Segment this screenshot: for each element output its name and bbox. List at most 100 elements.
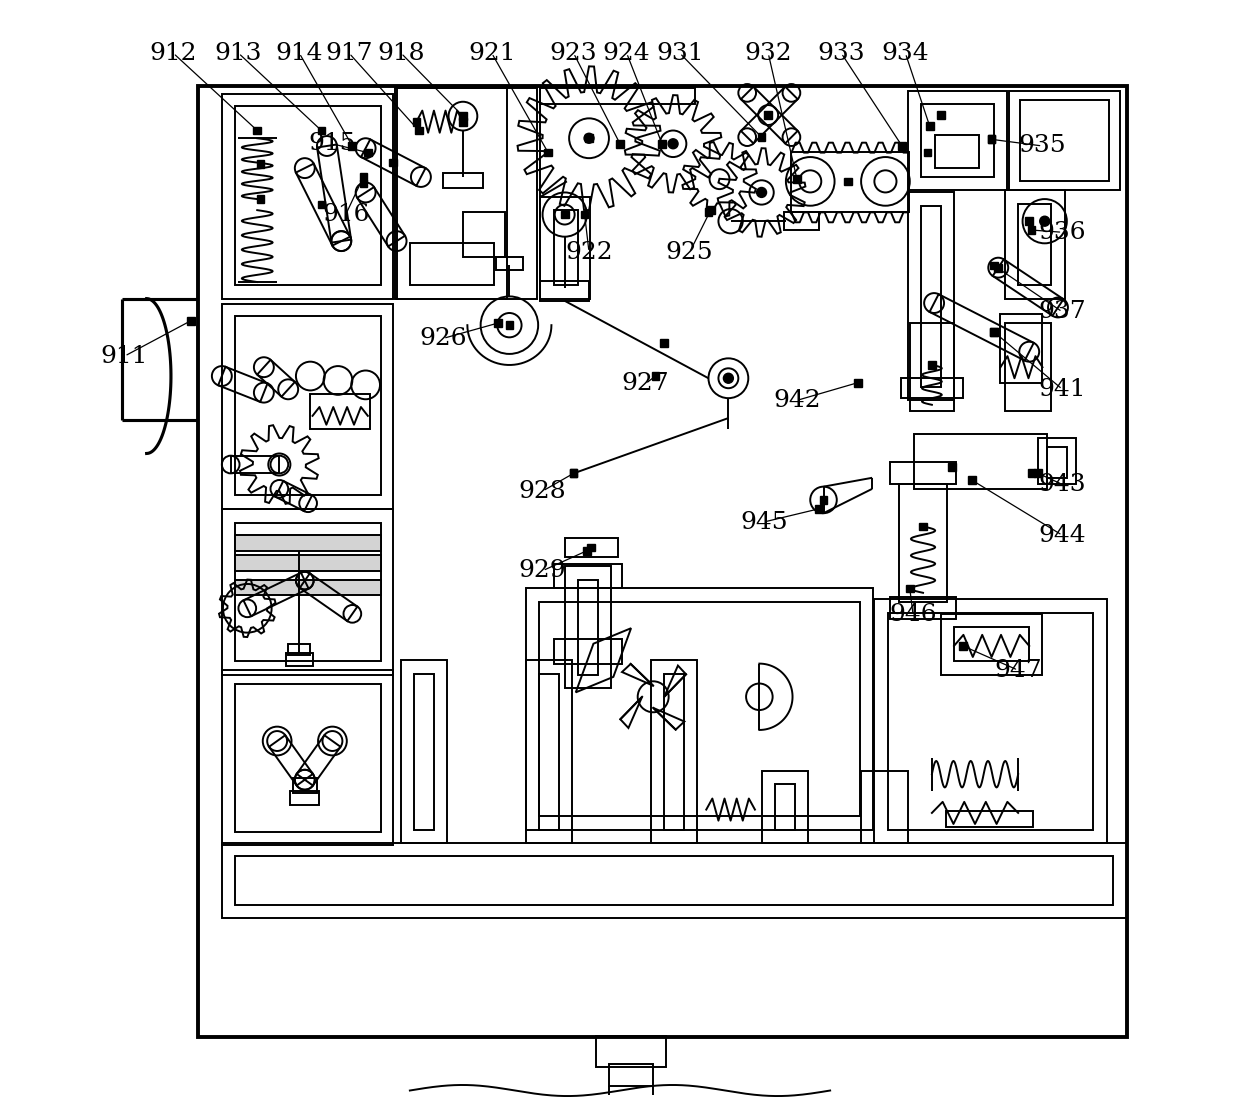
Bar — [906, 584, 914, 592]
Bar — [1047, 447, 1066, 478]
Bar — [815, 504, 823, 512]
Text: 931: 931 — [656, 42, 703, 64]
Bar — [459, 118, 466, 125]
Bar — [286, 653, 312, 666]
Bar — [1028, 470, 1035, 478]
Bar — [658, 140, 666, 147]
Bar — [257, 160, 264, 167]
Bar — [257, 196, 264, 204]
Bar — [794, 176, 801, 182]
Bar — [1018, 204, 1052, 285]
Text: 913: 913 — [215, 42, 262, 64]
Bar — [919, 522, 928, 530]
Bar — [661, 340, 668, 347]
Bar — [924, 148, 931, 156]
Bar — [908, 192, 954, 400]
Bar — [197, 86, 1127, 1037]
Bar — [764, 111, 773, 118]
Text: 911: 911 — [100, 345, 149, 367]
Bar — [1009, 91, 1120, 190]
Bar — [569, 470, 578, 478]
Bar — [539, 674, 559, 830]
Bar — [414, 674, 434, 830]
Bar — [665, 674, 684, 830]
Bar — [937, 111, 945, 118]
Text: 935: 935 — [1019, 135, 1066, 157]
Bar — [413, 118, 420, 125]
Text: 922: 922 — [565, 241, 613, 263]
Bar — [290, 791, 319, 805]
Text: 921: 921 — [467, 42, 516, 64]
Bar — [1001, 314, 1043, 383]
Text: 924: 924 — [603, 42, 651, 64]
Bar — [410, 243, 494, 285]
Bar — [539, 602, 861, 816]
Bar — [222, 509, 393, 675]
Bar — [560, 210, 569, 218]
Bar — [544, 148, 552, 156]
Text: 945: 945 — [740, 511, 787, 533]
Bar — [389, 159, 397, 166]
Bar — [899, 484, 947, 602]
Bar — [564, 538, 618, 557]
Bar — [990, 327, 998, 336]
Bar — [348, 143, 356, 149]
Bar — [496, 257, 523, 270]
Bar — [293, 778, 317, 793]
Text: 941: 941 — [1039, 378, 1086, 400]
Bar — [947, 462, 956, 471]
Text: 944: 944 — [1039, 524, 1086, 546]
Circle shape — [756, 188, 766, 198]
Bar — [236, 316, 381, 495]
Bar — [921, 104, 993, 177]
Circle shape — [584, 134, 594, 144]
Bar — [761, 771, 808, 843]
Bar — [580, 210, 589, 218]
Bar — [459, 113, 466, 121]
Bar — [236, 106, 381, 285]
Text: 934: 934 — [882, 42, 929, 64]
Bar — [935, 135, 980, 168]
Text: 946: 946 — [889, 604, 937, 626]
Bar — [926, 123, 934, 129]
Text: 914: 914 — [275, 42, 322, 64]
Text: 942: 942 — [774, 389, 821, 411]
Bar — [1004, 323, 1052, 411]
Bar — [994, 263, 1002, 271]
Text: 928: 928 — [518, 480, 567, 502]
Bar — [526, 588, 873, 830]
Text: 943: 943 — [1039, 473, 1086, 495]
Bar — [1034, 470, 1042, 478]
Bar — [317, 126, 325, 134]
Bar — [463, 212, 505, 257]
Bar — [236, 684, 381, 832]
Bar — [495, 320, 502, 327]
Bar — [236, 580, 381, 595]
Bar — [541, 197, 590, 299]
Text: 936: 936 — [1039, 221, 1086, 243]
Bar — [946, 811, 1033, 827]
Text: 918: 918 — [377, 42, 425, 64]
Bar — [820, 495, 827, 503]
Bar — [317, 201, 325, 208]
Text: 933: 933 — [817, 42, 866, 64]
Bar — [988, 136, 996, 144]
Bar — [928, 361, 936, 368]
Bar — [222, 670, 393, 845]
Bar — [1004, 190, 1065, 299]
Bar — [553, 639, 622, 664]
Bar — [890, 462, 956, 484]
Bar — [564, 566, 611, 688]
Bar — [988, 136, 996, 144]
Bar — [888, 613, 1094, 830]
Text: 923: 923 — [549, 42, 598, 64]
Bar — [898, 143, 906, 149]
Bar — [791, 152, 909, 212]
Bar — [844, 178, 852, 185]
Bar — [222, 843, 1127, 918]
Bar — [707, 206, 714, 213]
Bar — [569, 470, 578, 478]
Bar — [415, 126, 423, 134]
Bar — [288, 644, 310, 655]
Bar — [704, 208, 712, 216]
